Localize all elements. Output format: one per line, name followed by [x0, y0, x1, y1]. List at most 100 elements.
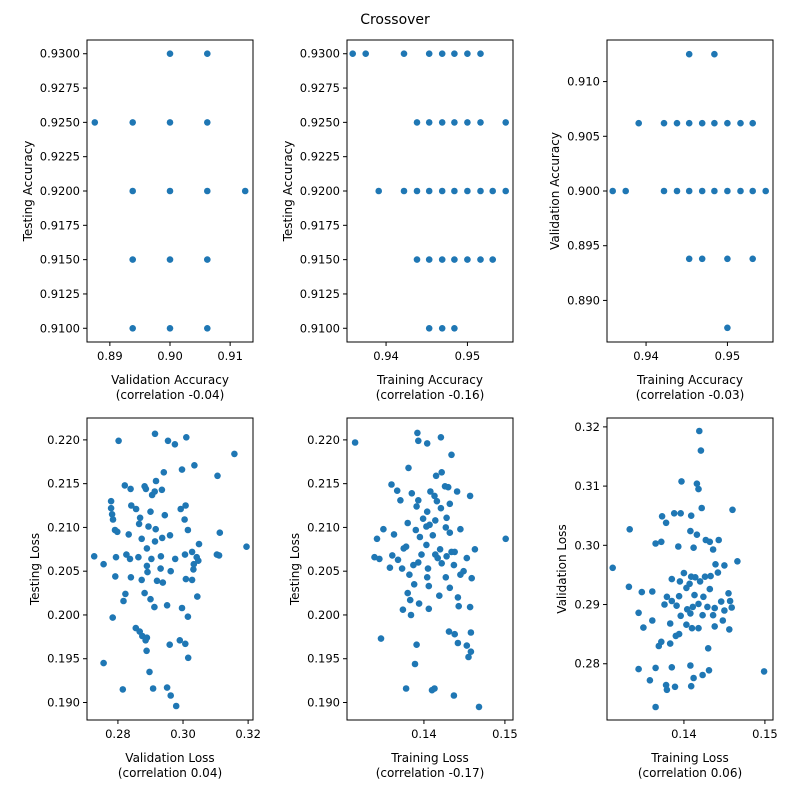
data-point — [675, 543, 682, 550]
data-point — [719, 617, 727, 624]
data-point — [711, 50, 718, 58]
data-point — [728, 604, 735, 611]
data-point — [410, 581, 418, 588]
data-point — [194, 593, 201, 600]
data-point — [489, 256, 497, 263]
data-point — [724, 119, 731, 127]
data-point — [443, 553, 450, 560]
data-point — [151, 488, 158, 495]
data-point — [724, 324, 731, 332]
data-point — [109, 516, 117, 523]
data-point — [427, 488, 434, 495]
y-tick-label: 0.210 — [47, 520, 80, 534]
data-point — [444, 483, 452, 491]
x-tick-label: 0.14 — [411, 727, 437, 741]
data-point — [397, 497, 404, 504]
data-point — [687, 527, 694, 535]
x-tick-label: 0.89 — [97, 349, 123, 363]
data-point — [136, 514, 144, 522]
data-point — [216, 529, 224, 536]
data-point — [112, 553, 120, 561]
data-point — [668, 664, 676, 671]
data-point — [125, 531, 132, 538]
data-point — [410, 561, 417, 569]
data-point — [477, 256, 484, 263]
y-tick-label: 0.9225 — [40, 150, 80, 164]
data-point — [181, 516, 188, 523]
y-tick-label: 0.31 — [574, 479, 600, 493]
data-point — [464, 50, 471, 57]
data-point — [451, 187, 458, 195]
data-point — [178, 604, 186, 612]
data-point — [434, 554, 442, 562]
y-tick-label: 0.9275 — [40, 81, 80, 95]
data-point — [457, 571, 464, 578]
x-tick-label: 0.28 — [105, 727, 131, 741]
data-point — [649, 588, 656, 595]
data-point — [463, 642, 471, 649]
data-point — [683, 584, 690, 592]
data-point — [471, 546, 479, 553]
data-point — [635, 609, 642, 617]
data-point — [167, 692, 174, 699]
data-point — [371, 553, 378, 561]
data-point — [468, 574, 476, 582]
data-point — [698, 187, 706, 195]
data-point — [390, 531, 398, 538]
data-point — [455, 602, 463, 610]
data-point — [166, 641, 173, 648]
data-point — [451, 630, 459, 638]
x-tick-label: 0.90 — [157, 349, 183, 363]
scatter-panel-6: 0.14 0.15 0.28 0.29 0.30 0.31 0.32 Training Los… — [555, 417, 778, 780]
data-point — [668, 575, 676, 583]
data-point — [670, 510, 678, 517]
y-axis-label: Validation Accuracy — [548, 132, 562, 250]
data-point — [394, 556, 402, 564]
data-point — [701, 573, 709, 580]
data-point — [415, 600, 423, 607]
y-tick-label: 0.190 — [307, 695, 340, 709]
data-point — [424, 565, 432, 572]
data-point — [404, 589, 412, 597]
data-point — [438, 187, 446, 195]
data-point — [184, 613, 192, 620]
data-point — [160, 469, 168, 476]
y-tick-label: 0.210 — [307, 520, 340, 534]
data-point — [673, 602, 680, 609]
data-point — [450, 561, 458, 569]
data-point — [204, 119, 211, 126]
data-point — [415, 437, 422, 445]
data-point — [446, 584, 454, 592]
x-axis-correlation-label: (correlation -0.17) — [376, 766, 485, 780]
y-tick-label: 0.32 — [574, 420, 600, 434]
data-point — [402, 685, 410, 692]
data-point — [466, 603, 474, 611]
data-point — [660, 187, 668, 195]
y-tick-label: 0.9150 — [40, 253, 80, 267]
data-point — [464, 119, 471, 126]
data-point — [464, 187, 471, 195]
data-point — [380, 525, 387, 533]
data-point — [413, 503, 420, 510]
data-point — [171, 441, 179, 448]
data-point — [466, 492, 474, 500]
data-point — [676, 578, 684, 585]
data-point — [406, 571, 413, 578]
data-point — [127, 485, 134, 493]
data-point — [415, 497, 422, 504]
data-point — [126, 555, 134, 563]
data-point — [115, 437, 122, 445]
data-point — [685, 187, 693, 195]
y-axis-label: Validation Loss — [555, 524, 569, 613]
data-point — [671, 683, 679, 691]
x-axis-label: Training Loss — [390, 751, 468, 765]
data-point — [687, 610, 694, 617]
data-point — [663, 593, 671, 601]
data-point — [662, 519, 670, 527]
data-point — [129, 119, 136, 126]
data-point — [652, 540, 659, 547]
data-point — [696, 427, 703, 435]
data-point — [652, 664, 659, 672]
data-point — [502, 187, 510, 195]
data-point — [436, 546, 444, 553]
